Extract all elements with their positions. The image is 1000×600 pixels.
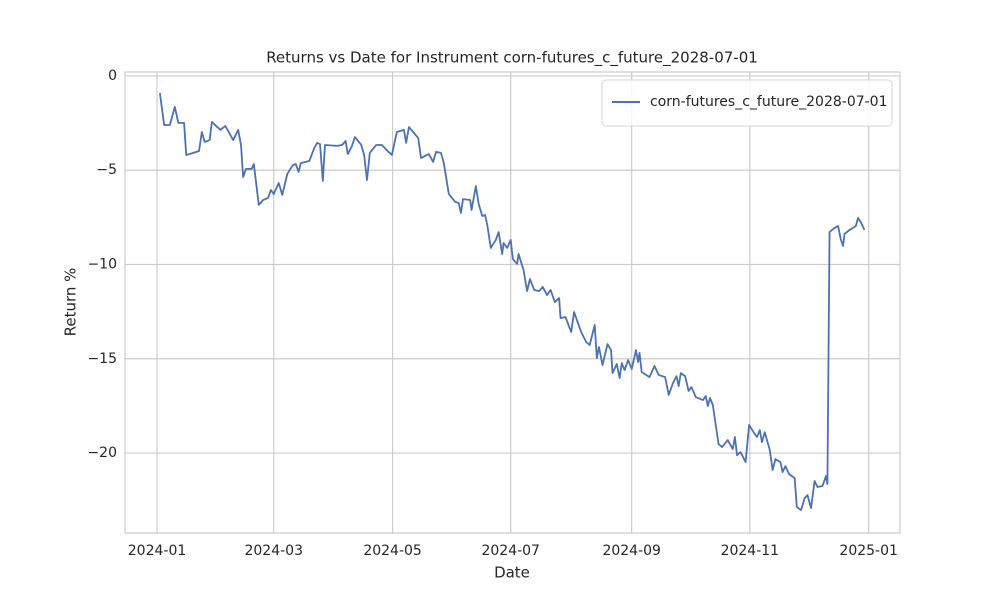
x-tick-label: 2024-09	[602, 543, 661, 559]
plot-frame	[124, 71, 901, 534]
y-tick-label: 0	[108, 68, 117, 84]
x-tick-label: 2025-01	[839, 543, 898, 559]
marks-layer	[158, 92, 866, 511]
x-tick-label: 2024-03	[244, 543, 303, 559]
y-axis-label: Return %	[62, 268, 80, 337]
y-tick-label: −5	[96, 162, 117, 178]
y-tick-label: −20	[87, 445, 117, 461]
legend: corn-futures_c_future_2028-07-01	[601, 79, 893, 127]
x-tick-label: 2024-05	[363, 543, 422, 559]
y-tick-label: −10	[87, 257, 117, 273]
y-tick-label: −15	[87, 351, 117, 367]
legend-box	[601, 79, 893, 127]
legend-label: corn-futures_c_future_2028-07-01	[650, 94, 888, 110]
chart-title: Returns vs Date for Instrument corn-futu…	[266, 49, 758, 68]
x-tick-label: 2024-01	[128, 543, 187, 559]
series-line	[158, 92, 866, 511]
x-axis-label: Date	[494, 564, 530, 582]
x-tick-label: 2024-07	[481, 543, 540, 559]
x-tick-label: 2024-11	[721, 543, 780, 559]
